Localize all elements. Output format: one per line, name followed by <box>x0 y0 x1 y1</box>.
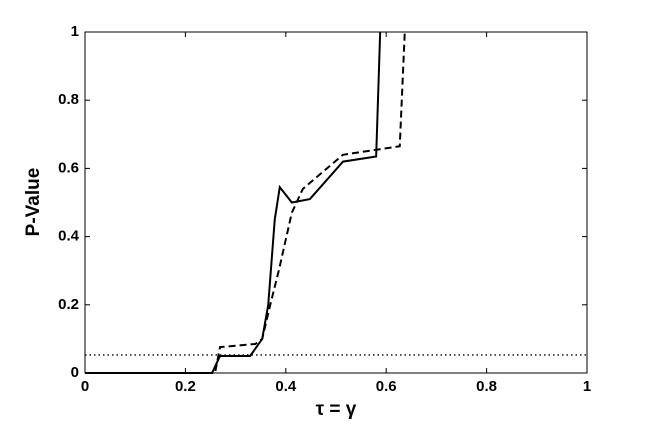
x-tick-label: 1 <box>583 378 591 395</box>
y-tick-label: 0.8 <box>58 91 79 108</box>
x-tick-label: 0.8 <box>476 378 497 395</box>
y-tick-label: 1 <box>71 23 79 40</box>
series-line <box>85 31 406 374</box>
x-tick-label: 0.2 <box>175 378 196 395</box>
plot-frame <box>84 31 588 374</box>
y-tick-label: 0.2 <box>58 296 79 313</box>
y-tick-label: 0.6 <box>58 159 79 176</box>
series-line <box>85 31 382 374</box>
x-axis-title: τ = γ <box>316 399 357 420</box>
x-tick-label: 0.6 <box>376 378 397 395</box>
x-tick-label: 0.4 <box>275 378 297 395</box>
y-tick-label: 0.4 <box>58 228 80 245</box>
y-axis-title: P-Value <box>23 168 44 237</box>
y-tick-label: 0 <box>71 364 79 381</box>
x-tick-label: 0 <box>81 378 89 395</box>
